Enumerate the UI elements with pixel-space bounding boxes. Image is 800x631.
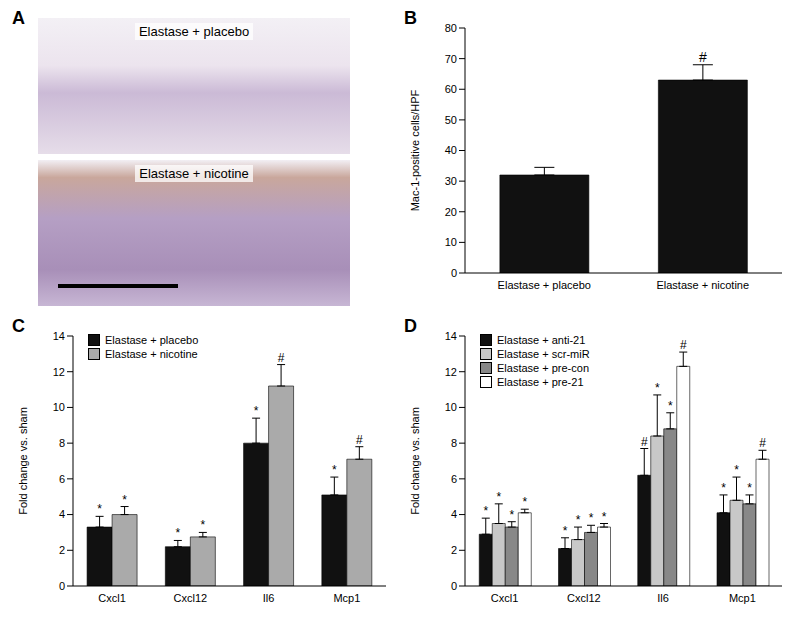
svg-text:Cxcl1: Cxcl1 xyxy=(98,592,126,604)
html-text:A: A xyxy=(12,8,25,28)
html-text:C: C xyxy=(12,316,25,336)
svg-text:20: 20 xyxy=(445,206,457,218)
svg-text:Fold change vs. sham: Fold change vs. sham xyxy=(409,407,421,515)
svg-text:Mac-1-positive cells/HPF: Mac-1-positive cells/HPF xyxy=(409,89,421,211)
svg-text:*: * xyxy=(589,511,594,525)
svg-text:Elastase + nicotine: Elastase + nicotine xyxy=(656,279,749,291)
svg-text:8: 8 xyxy=(451,437,457,449)
svg-text:Cxcl12: Cxcl12 xyxy=(567,592,601,604)
html-text:Elastase + placebo: Elastase + placebo xyxy=(105,334,199,346)
svg-text:*: * xyxy=(175,526,180,540)
svg-text:*: * xyxy=(721,481,726,495)
svg-text:14: 14 xyxy=(53,330,65,342)
svg-text:*: * xyxy=(747,481,752,495)
html-text:Elastase + pre-21: Elastase + pre-21 xyxy=(497,376,584,388)
svg-text:0: 0 xyxy=(451,267,457,279)
svg-text:*: * xyxy=(668,399,673,413)
svg-text:Il6: Il6 xyxy=(263,592,275,604)
svg-text:*: * xyxy=(483,504,488,518)
svg-text:*: * xyxy=(563,524,568,538)
svg-text:10: 10 xyxy=(445,236,457,248)
html-text:Elastase + pre-con: Elastase + pre-con xyxy=(497,362,589,374)
html-text:Elastase + placebo: Elastase + placebo xyxy=(138,24,250,39)
svg-text:10: 10 xyxy=(53,401,65,413)
html-text:Elastase + scr-miR: Elastase + scr-miR xyxy=(497,348,590,360)
svg-text:8: 8 xyxy=(59,437,65,449)
svg-text:12: 12 xyxy=(53,366,65,378)
svg-text:*: * xyxy=(655,381,660,395)
svg-text:#: # xyxy=(680,338,687,352)
html-text:Elastase + nicotine: Elastase + nicotine xyxy=(105,348,198,360)
svg-text:14: 14 xyxy=(445,330,457,342)
html-text:Elastase + anti-21: Elastase + anti-21 xyxy=(497,334,586,346)
svg-text:#: # xyxy=(641,435,648,449)
svg-text:*: * xyxy=(734,463,739,477)
svg-text:2: 2 xyxy=(59,544,65,556)
svg-text:Il6: Il6 xyxy=(657,592,669,604)
svg-text:6: 6 xyxy=(451,473,457,485)
html-text:B: B xyxy=(404,8,417,28)
svg-text:*: * xyxy=(122,493,127,507)
svg-text:*: * xyxy=(576,513,581,527)
svg-text:*: * xyxy=(496,490,501,504)
svg-text:30: 30 xyxy=(445,175,457,187)
svg-text:70: 70 xyxy=(445,53,457,65)
svg-text:#: # xyxy=(759,436,766,450)
svg-text:*: * xyxy=(509,508,514,522)
svg-text:*: * xyxy=(332,463,337,477)
svg-text:12: 12 xyxy=(445,366,457,378)
svg-text:Cxcl12: Cxcl12 xyxy=(174,592,208,604)
svg-text:60: 60 xyxy=(445,83,457,95)
svg-text:Elastase + placebo: Elastase + placebo xyxy=(498,279,591,291)
svg-text:4: 4 xyxy=(451,508,457,520)
svg-text:50: 50 xyxy=(445,114,457,126)
svg-text:*: * xyxy=(254,404,259,418)
svg-text:80: 80 xyxy=(445,22,457,34)
html-text:Elastase + nicotine: Elastase + nicotine xyxy=(139,166,249,181)
svg-text:10: 10 xyxy=(445,401,457,413)
svg-text:0: 0 xyxy=(451,580,457,592)
svg-text:2: 2 xyxy=(451,544,457,556)
html-text:D: D xyxy=(404,316,417,336)
svg-text:#: # xyxy=(278,351,285,365)
svg-text:40: 40 xyxy=(445,144,457,156)
svg-text:#: # xyxy=(356,433,363,447)
svg-text:6: 6 xyxy=(59,473,65,485)
svg-text:*: * xyxy=(97,502,102,516)
svg-text:Fold change vs. sham: Fold change vs. sham xyxy=(17,407,29,515)
svg-text:Cxcl1: Cxcl1 xyxy=(491,592,519,604)
svg-text:Mcp1: Mcp1 xyxy=(729,592,756,604)
svg-text:4: 4 xyxy=(59,508,65,520)
svg-text:*: * xyxy=(602,510,607,524)
svg-text:0: 0 xyxy=(59,580,65,592)
svg-text:Mcp1: Mcp1 xyxy=(333,592,360,604)
svg-text:*: * xyxy=(522,495,527,509)
svg-text:#: # xyxy=(699,49,707,65)
svg-text:*: * xyxy=(200,518,205,532)
